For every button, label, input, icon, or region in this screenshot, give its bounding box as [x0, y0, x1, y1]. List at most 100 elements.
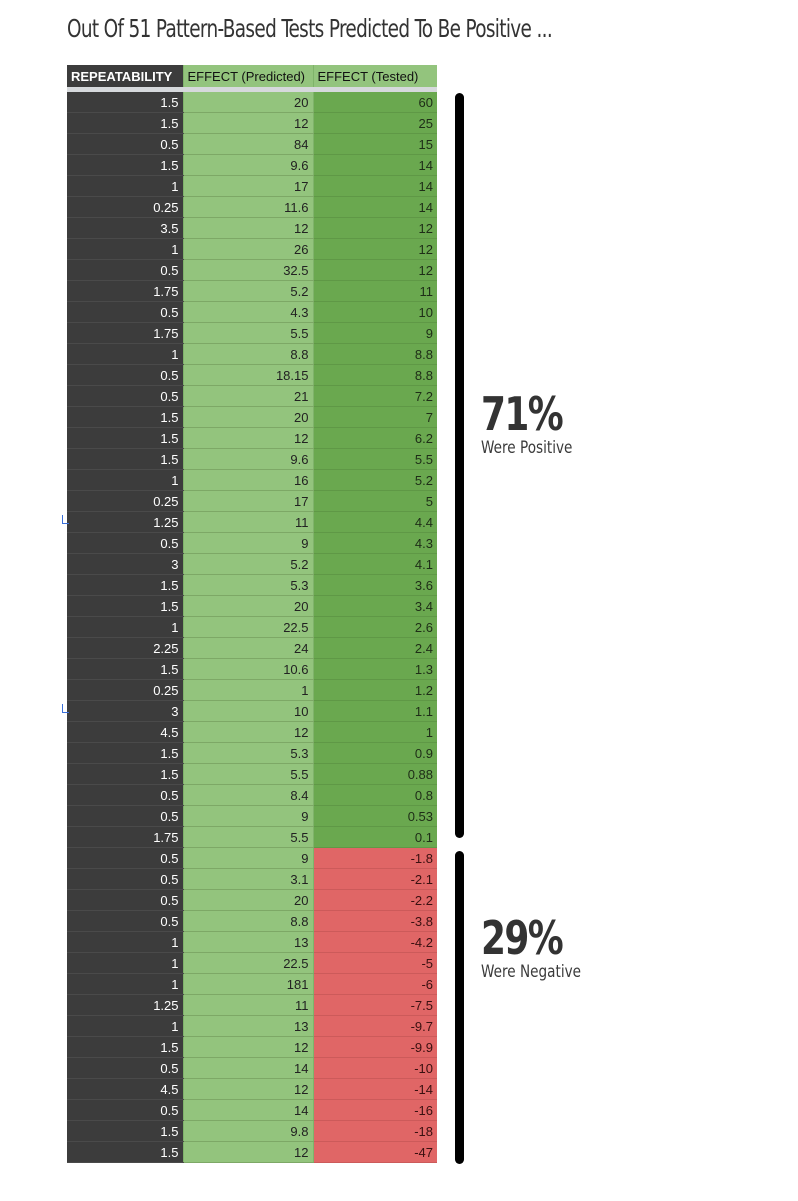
repeatability-cell[interactable]: 0.5	[67, 847, 183, 869]
repeatability-cell[interactable]: 1.5	[67, 1141, 183, 1163]
repeatability-cell[interactable]: 1	[67, 238, 183, 260]
predicted-cell[interactable]: 5.2	[182, 280, 313, 302]
tested-cell[interactable]: 1.3	[312, 658, 437, 680]
predicted-cell[interactable]: 9.6	[182, 154, 313, 176]
repeatability-cell[interactable]: 4.5	[67, 1078, 183, 1100]
repeatability-cell[interactable]: 3	[67, 553, 183, 575]
predicted-cell[interactable]: 5.3	[182, 742, 313, 764]
tested-cell[interactable]: 0.53	[312, 805, 437, 827]
predicted-cell[interactable]: 12	[182, 217, 313, 239]
repeatability-cell[interactable]: 0.5	[67, 805, 183, 827]
predicted-cell[interactable]: 9.6	[182, 448, 313, 470]
tested-cell[interactable]: -10	[312, 1057, 437, 1079]
predicted-cell[interactable]: 32.5	[182, 259, 313, 281]
tested-cell[interactable]: 8.8	[312, 364, 437, 386]
tested-cell[interactable]: 60	[312, 89, 437, 113]
repeatability-cell[interactable]: 1.5	[67, 1036, 183, 1058]
repeatability-cell[interactable]: 1.5	[67, 427, 183, 449]
repeatability-cell[interactable]: 0.5	[67, 133, 183, 155]
repeatability-cell[interactable]: 0.5	[67, 1099, 183, 1121]
repeatability-cell[interactable]: 0.25	[67, 490, 183, 512]
predicted-cell[interactable]: 9.8	[182, 1120, 313, 1142]
tested-cell[interactable]: -14	[312, 1078, 437, 1100]
predicted-cell[interactable]: 26	[182, 238, 313, 260]
predicted-cell[interactable]: 11	[182, 511, 313, 533]
repeatability-cell[interactable]: 0.5	[67, 910, 183, 932]
predicted-cell[interactable]: 20	[182, 595, 313, 617]
predicted-cell[interactable]: 8.8	[182, 910, 313, 932]
repeatability-cell[interactable]: 0.5	[67, 532, 183, 554]
repeatability-cell[interactable]: 0.5	[67, 259, 183, 281]
header-effect-tested[interactable]: EFFECT (Tested)	[312, 65, 437, 92]
repeatability-cell[interactable]: 1	[67, 343, 183, 365]
predicted-cell[interactable]: 13	[182, 931, 313, 953]
predicted-cell[interactable]: 12	[182, 721, 313, 743]
repeatability-cell[interactable]: 1.25	[67, 994, 183, 1016]
repeatability-cell[interactable]: 0.25	[67, 196, 183, 218]
predicted-cell[interactable]: 1	[182, 679, 313, 701]
tested-cell[interactable]: 14	[312, 175, 437, 197]
predicted-cell[interactable]: 12	[182, 112, 313, 134]
predicted-cell[interactable]: 9	[182, 805, 313, 827]
repeatability-cell[interactable]: 0.5	[67, 364, 183, 386]
tested-cell[interactable]: 1.1	[312, 700, 437, 722]
predicted-cell[interactable]: 10.6	[182, 658, 313, 680]
tested-cell[interactable]: 5.2	[312, 469, 437, 491]
predicted-cell[interactable]: 12	[182, 1078, 313, 1100]
tested-cell[interactable]: 0.8	[312, 784, 437, 806]
repeatability-cell[interactable]: 1	[67, 973, 183, 995]
repeatability-cell[interactable]: 1.75	[67, 280, 183, 302]
tested-cell[interactable]: 5.5	[312, 448, 437, 470]
predicted-cell[interactable]: 22.5	[182, 616, 313, 638]
repeatability-cell[interactable]: 1	[67, 469, 183, 491]
tested-cell[interactable]: 3.4	[312, 595, 437, 617]
tested-cell[interactable]: 2.4	[312, 637, 437, 659]
tested-cell[interactable]: 0.9	[312, 742, 437, 764]
repeatability-cell[interactable]: 0.5	[67, 784, 183, 806]
repeatability-cell[interactable]: 1.5	[67, 595, 183, 617]
predicted-cell[interactable]: 17	[182, 490, 313, 512]
tested-cell[interactable]: -2.1	[312, 868, 437, 890]
predicted-cell[interactable]: 21	[182, 385, 313, 407]
tested-cell[interactable]: 0.1	[312, 826, 437, 848]
repeatability-cell[interactable]: 1.5	[67, 742, 183, 764]
repeatability-cell[interactable]: 1	[67, 931, 183, 953]
tested-cell[interactable]: 1	[312, 721, 437, 743]
tested-cell[interactable]: 5	[312, 490, 437, 512]
predicted-cell[interactable]: 11.6	[182, 196, 313, 218]
repeatability-cell[interactable]: 4.5	[67, 721, 183, 743]
tested-cell[interactable]: -9.7	[312, 1015, 437, 1037]
predicted-cell[interactable]: 9	[182, 847, 313, 869]
predicted-cell[interactable]: 5.2	[182, 553, 313, 575]
predicted-cell[interactable]: 84	[182, 133, 313, 155]
tested-cell[interactable]: -2.2	[312, 889, 437, 911]
header-effect-predicted[interactable]: EFFECT (Predicted)	[182, 65, 313, 92]
repeatability-cell[interactable]: 1	[67, 952, 183, 974]
tested-cell[interactable]: -3.8	[312, 910, 437, 932]
predicted-cell[interactable]: 5.5	[182, 763, 313, 785]
repeatability-cell[interactable]: 1.5	[67, 574, 183, 596]
repeatability-cell[interactable]: 1.5	[67, 658, 183, 680]
tested-cell[interactable]: -47	[312, 1141, 437, 1163]
tested-cell[interactable]: -16	[312, 1099, 437, 1121]
tested-cell[interactable]: 14	[312, 154, 437, 176]
tested-cell[interactable]: -5	[312, 952, 437, 974]
predicted-cell[interactable]: 181	[182, 973, 313, 995]
predicted-cell[interactable]: 9	[182, 532, 313, 554]
predicted-cell[interactable]: 5.3	[182, 574, 313, 596]
tested-cell[interactable]: -4.2	[312, 931, 437, 953]
tested-cell[interactable]: -18	[312, 1120, 437, 1142]
header-repeatability[interactable]: REPEATABILITY	[67, 65, 183, 92]
tested-cell[interactable]: -7.5	[312, 994, 437, 1016]
predicted-cell[interactable]: 4.3	[182, 301, 313, 323]
predicted-cell[interactable]: 10	[182, 700, 313, 722]
repeatability-cell[interactable]: 1.5	[67, 1120, 183, 1142]
repeatability-cell[interactable]: 1.25	[67, 511, 183, 533]
repeatability-cell[interactable]: 1	[67, 175, 183, 197]
repeatability-cell[interactable]: 1.5	[67, 763, 183, 785]
predicted-cell[interactable]: 20	[182, 89, 313, 113]
tested-cell[interactable]: 12	[312, 259, 437, 281]
tested-cell[interactable]: 12	[312, 217, 437, 239]
repeatability-cell[interactable]: 0.5	[67, 889, 183, 911]
predicted-cell[interactable]: 16	[182, 469, 313, 491]
